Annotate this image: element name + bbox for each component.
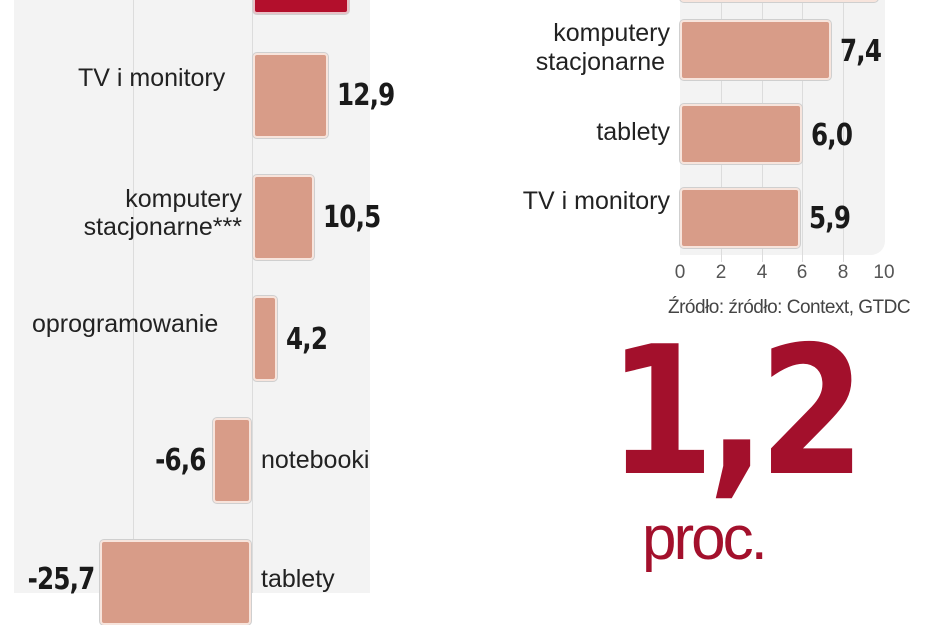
left-bar-desktop (253, 175, 314, 260)
highlight-unit: proc. (642, 504, 768, 573)
left-label-tablets: tablety (261, 565, 335, 593)
x-tick-0: 0 (674, 262, 686, 283)
x-tick-2: 2 (715, 262, 727, 283)
right-label-desktop-1: komputery (553, 19, 670, 47)
x-tick-10: 10 (873, 262, 895, 283)
left-label-desktop-1: komputery (125, 185, 242, 213)
left-bar-notebooks (213, 418, 251, 503)
left-bar-tv (253, 53, 328, 138)
left-value-tablets: -25,7 (27, 562, 95, 597)
right-gridline-8 (843, 0, 844, 262)
left-gridline (133, 0, 134, 593)
right-value-tablets: 6,0 (811, 118, 853, 153)
left-label-software: oprogramowanie (32, 310, 219, 338)
left-bar-top-highlight (253, 0, 349, 14)
x-tick-4: 4 (756, 262, 768, 283)
right-value-tv: 5,9 (809, 201, 851, 236)
right-gridline-6 (802, 0, 803, 262)
right-label-tablets: tablety (596, 118, 670, 146)
highlight-number: 1,2 (608, 308, 865, 515)
right-bar-desktop (680, 20, 831, 80)
x-tick-8: 8 (837, 262, 849, 283)
right-bar-tv (680, 188, 800, 248)
left-zero-line (252, 0, 253, 593)
x-tick-6: 6 (796, 262, 808, 283)
right-bar-top-cut (680, 0, 878, 2)
right-bar-tablets (680, 104, 802, 164)
left-bar-software (253, 296, 277, 381)
left-value-software: 4,2 (286, 322, 328, 357)
right-value-desktop: 7,4 (840, 34, 882, 69)
source-note: Źródło: źródło: Context, GTDC (668, 297, 911, 318)
right-label-tv: TV i monitory (522, 187, 670, 215)
left-value-desktop: 10,5 (323, 200, 381, 235)
left-label-tv: TV i monitory (78, 64, 226, 92)
left-label-notebooks: notebooki (261, 446, 370, 474)
right-label-desktop-2: stacjonarne (535, 48, 665, 76)
left-value-notebooks: -6,6 (155, 443, 206, 478)
left-bar-tablets (100, 540, 251, 625)
left-label-desktop-2: stacjonarne*** (83, 213, 242, 241)
left-value-tv: 12,9 (337, 78, 395, 113)
